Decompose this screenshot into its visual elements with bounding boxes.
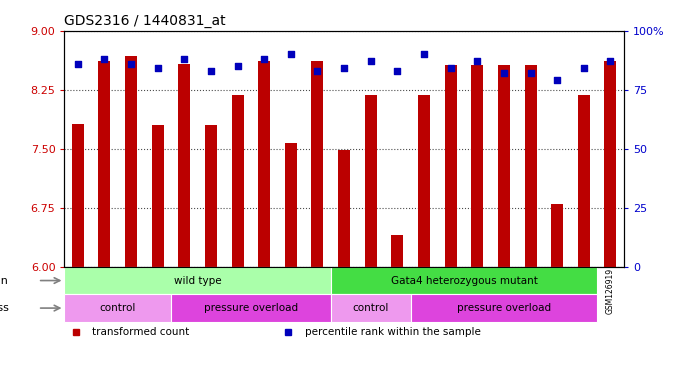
Point bbox=[418, 51, 429, 57]
Bar bbox=[365, 95, 377, 267]
Point bbox=[498, 70, 509, 76]
Text: control: control bbox=[100, 303, 136, 313]
Bar bbox=[232, 95, 243, 267]
Point bbox=[339, 65, 350, 71]
Point bbox=[605, 58, 616, 65]
Point bbox=[125, 61, 136, 67]
Bar bbox=[285, 143, 297, 267]
Bar bbox=[411, 294, 597, 322]
Bar bbox=[498, 65, 510, 267]
Point bbox=[232, 63, 243, 69]
Point bbox=[525, 70, 536, 76]
Point bbox=[259, 56, 270, 62]
Bar bbox=[258, 61, 270, 267]
Bar bbox=[125, 56, 137, 267]
Point bbox=[365, 58, 376, 65]
Point bbox=[152, 65, 163, 71]
Bar bbox=[391, 235, 403, 267]
Bar bbox=[311, 61, 323, 267]
Bar bbox=[418, 95, 430, 267]
Bar bbox=[98, 61, 111, 267]
Bar bbox=[445, 65, 456, 267]
Point bbox=[312, 68, 323, 74]
Text: pressure overload: pressure overload bbox=[457, 303, 551, 313]
Text: wild type: wild type bbox=[174, 276, 222, 286]
Point bbox=[285, 51, 296, 57]
Bar bbox=[605, 61, 616, 267]
Bar bbox=[578, 95, 590, 267]
Bar bbox=[152, 125, 163, 267]
Text: GDS2316 / 1440831_at: GDS2316 / 1440831_at bbox=[64, 14, 226, 28]
Point bbox=[472, 58, 483, 65]
Point bbox=[392, 68, 403, 74]
Bar bbox=[331, 267, 597, 294]
Point bbox=[578, 65, 589, 71]
Point bbox=[99, 56, 110, 62]
Bar bbox=[171, 294, 331, 322]
Bar bbox=[64, 267, 331, 294]
Bar bbox=[551, 204, 563, 267]
Point bbox=[445, 65, 456, 71]
Bar bbox=[64, 294, 171, 322]
Text: stress: stress bbox=[0, 303, 9, 313]
Text: pressure overload: pressure overload bbox=[204, 303, 298, 313]
Bar bbox=[471, 65, 483, 267]
Text: Gata4 heterozygous mutant: Gata4 heterozygous mutant bbox=[391, 276, 538, 286]
Bar bbox=[72, 124, 83, 267]
Point bbox=[73, 61, 83, 67]
Point bbox=[552, 77, 563, 83]
Text: percentile rank within the sample: percentile rank within the sample bbox=[305, 327, 481, 337]
Bar bbox=[178, 64, 191, 267]
Point bbox=[205, 68, 216, 74]
Text: strain: strain bbox=[0, 276, 8, 286]
Point bbox=[179, 56, 190, 62]
Bar bbox=[205, 125, 217, 267]
Bar bbox=[331, 294, 411, 322]
Bar bbox=[338, 150, 350, 267]
Bar bbox=[525, 65, 536, 267]
Text: control: control bbox=[353, 303, 389, 313]
Text: transformed count: transformed count bbox=[92, 327, 190, 337]
